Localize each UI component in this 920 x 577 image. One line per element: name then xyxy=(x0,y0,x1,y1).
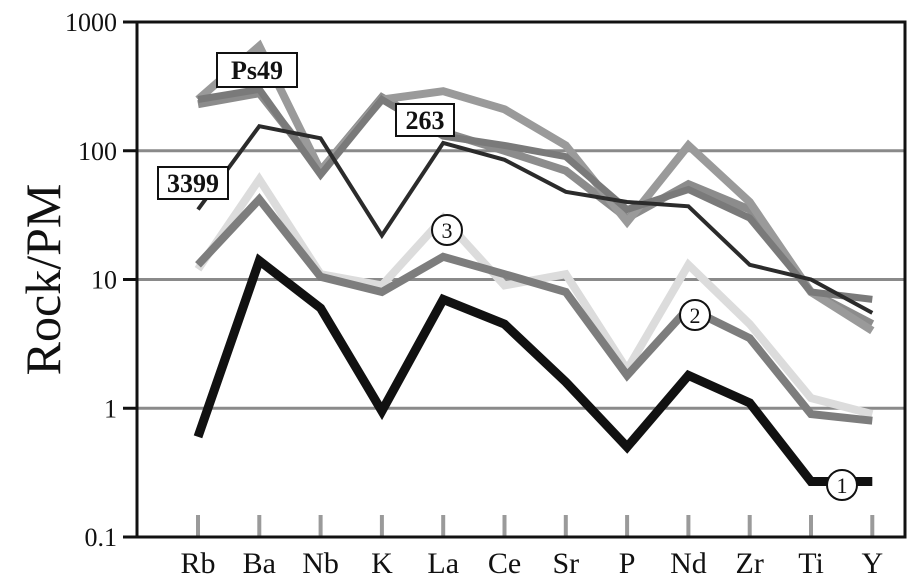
series-tag-box xyxy=(157,166,229,200)
series-line xyxy=(195,39,875,335)
y-tick-label: 1000 xyxy=(65,8,117,37)
y-tick-label: 0.1 xyxy=(85,523,118,552)
x-tick-label: Sr xyxy=(552,547,579,577)
x-tick-label: Zr xyxy=(736,547,764,577)
series-line xyxy=(197,85,873,303)
series-marker-text: 2 xyxy=(690,303,701,328)
x-tick-labels: Rb Ba Nb K La Ce Sr P Nd Zr Ti Y xyxy=(180,547,883,577)
series-marker-text: 3 xyxy=(442,218,453,243)
x-tick-marks xyxy=(196,515,875,537)
series-labels: Ps49 263 3399 3 2 1 xyxy=(157,52,858,501)
series-marker: 2 xyxy=(679,299,711,331)
series-tag-box xyxy=(216,52,298,88)
y-tick-labels: 0.1 1 10 100 1000 xyxy=(65,8,137,552)
series-lines xyxy=(193,39,875,486)
y-tick-label: 1 xyxy=(104,394,117,423)
y-axis-label: Rock/PM xyxy=(15,184,71,376)
x-tick-label: Nb xyxy=(302,547,339,577)
x-tick-label: Ce xyxy=(488,547,521,577)
series-tag-box xyxy=(395,103,455,137)
x-tick-label: Y xyxy=(861,547,883,577)
x-tick-label: Rb xyxy=(180,547,215,577)
series-marker: 1 xyxy=(826,469,858,501)
x-tick-label: K xyxy=(371,547,393,577)
series-tag: 263 xyxy=(395,103,455,137)
series-marker: 3 xyxy=(431,214,463,246)
series-tag-text: Ps49 xyxy=(231,56,283,85)
series-tag: Ps49 xyxy=(216,52,298,88)
x-tick-label: La xyxy=(427,547,459,577)
x-tick-label: Nd xyxy=(670,547,707,577)
series-line xyxy=(195,193,873,425)
series-marker-circle xyxy=(679,299,711,331)
y-tick-label: 10 xyxy=(91,266,117,295)
x-tick-label: Ti xyxy=(798,547,824,577)
x-tick-label: P xyxy=(619,547,636,577)
series-marker-circle xyxy=(826,469,858,501)
series-line xyxy=(193,253,873,486)
x-tick-label: Ba xyxy=(243,547,276,577)
series-tag-text: 263 xyxy=(406,106,445,135)
y-tick-label: 100 xyxy=(78,137,117,166)
series-line xyxy=(196,123,874,315)
series-marker-circle xyxy=(431,214,463,246)
series-marker-text: 1 xyxy=(837,473,848,498)
series-tag-text: 3399 xyxy=(167,169,219,198)
series-tag: 3399 xyxy=(157,166,229,200)
